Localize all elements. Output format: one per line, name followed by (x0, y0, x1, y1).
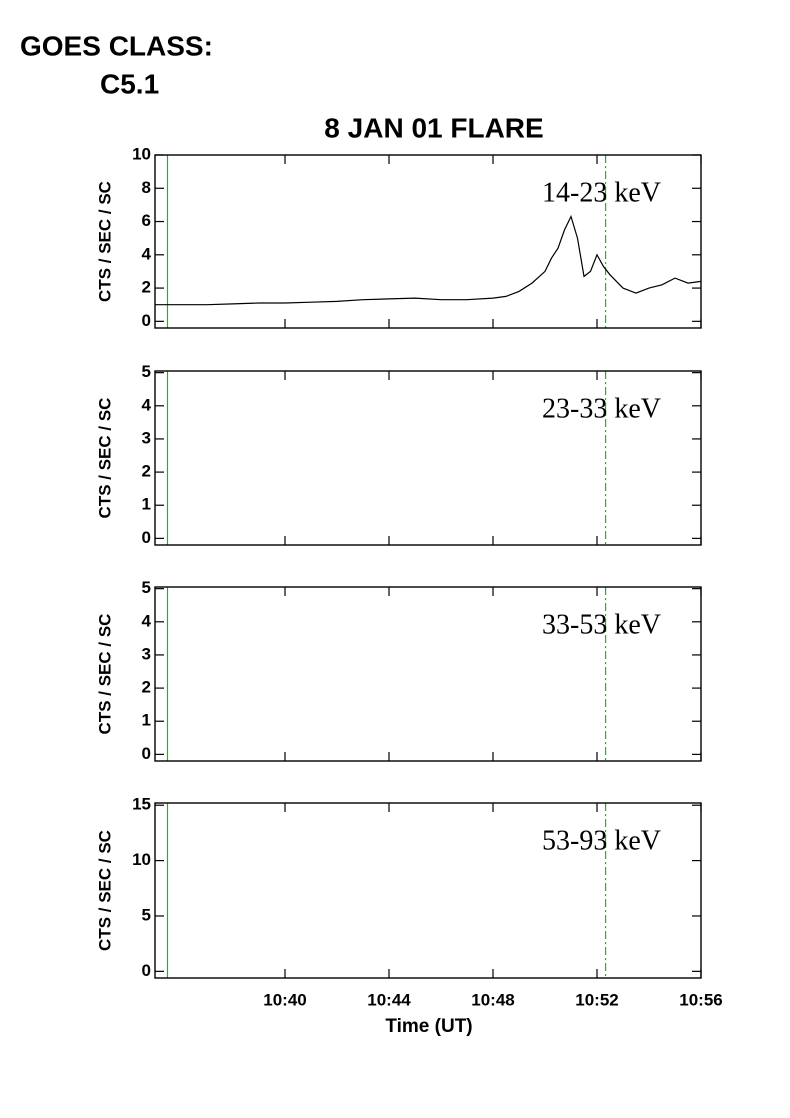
y-tick-label: 10 (132, 144, 151, 163)
x-axis-label: Time (UT) (385, 1016, 472, 1037)
y-tick-label: 1 (142, 495, 151, 514)
plot-frame (154, 370, 702, 546)
data-line (155, 214, 702, 306)
y-tick-label: 4 (142, 244, 152, 263)
x-tick-label: 10:44 (367, 990, 411, 1009)
energy-label: 53-93 keV (542, 825, 661, 856)
y-tick-label: 5 (142, 362, 151, 381)
y-tick-label: 0 (142, 311, 151, 330)
y-tick-label: 2 (142, 278, 151, 297)
plot-frame (154, 154, 702, 329)
y-tick-label: 1 (142, 711, 151, 730)
y-tick-label: 4 (142, 611, 152, 630)
y-tick-label: 8 (142, 178, 151, 197)
y-tick-label: 5 (142, 905, 151, 924)
x-tick-label: 10:40 (263, 990, 306, 1009)
y-axis-label: CTS / SEC / SC (95, 830, 114, 951)
x-tick-label: 10:48 (471, 990, 514, 1009)
y-axis-label: CTS / SEC / SC (95, 614, 114, 735)
y-tick-label: 2 (142, 462, 151, 481)
y-tick-label: 4 (142, 395, 152, 414)
y-tick-label: 3 (142, 428, 151, 447)
y-tick-label: 15 (132, 795, 151, 814)
x-tick-label: 10:52 (575, 990, 618, 1009)
goes-label: GOES CLASS: (20, 30, 213, 61)
y-tick-label: 10 (132, 850, 151, 869)
y-tick-label: 0 (142, 528, 151, 547)
y-axis-label: CTS / SEC / SC (95, 181, 114, 302)
y-tick-label: 0 (142, 961, 151, 980)
y-tick-label: 3 (142, 644, 151, 663)
goes-class: C5.1 (100, 68, 159, 99)
energy-label: 33-53 keV (542, 609, 661, 640)
energy-label: 23-33 keV (542, 393, 661, 424)
y-tick-label: 0 (142, 744, 151, 763)
x-tick-label: 10:56 (679, 990, 722, 1009)
energy-label: 14-23 keV (542, 177, 661, 208)
y-axis-label: CTS / SEC / SC (95, 398, 114, 519)
plot-frame (154, 802, 702, 979)
y-tick-label: 6 (142, 211, 151, 230)
y-tick-label: 2 (142, 678, 151, 697)
chart-title: 8 JAN 01 FLARE (324, 112, 543, 143)
y-tick-label: 5 (142, 578, 151, 597)
plot-frame (154, 586, 702, 762)
